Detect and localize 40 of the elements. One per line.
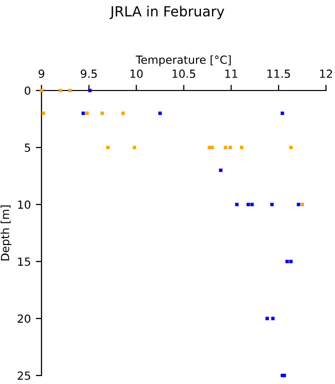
x-tick-label: 11 (225, 70, 238, 78)
point (219, 168, 222, 172)
chart-title: JRLA in February (110, 6, 224, 20)
point (289, 260, 293, 264)
x-tick-label: 10 (130, 70, 143, 78)
x-axis-title: Temperature [°C] (136, 55, 231, 66)
point (121, 112, 125, 115)
point (270, 202, 274, 206)
x-tick-label: 11.5 (267, 70, 290, 78)
x-tick-label: 10.5 (172, 70, 196, 78)
point (289, 146, 293, 150)
point (246, 202, 250, 206)
x-tick-label: 9.5 (80, 70, 97, 78)
point (271, 316, 275, 320)
point (266, 316, 269, 320)
point (100, 112, 104, 115)
x-tick-label: 12 (320, 70, 332, 78)
point (68, 88, 72, 92)
y-tick-label: 15 (18, 258, 30, 266)
y-axis-title: Depth [m] (0, 206, 12, 260)
point (240, 146, 244, 150)
y-tick-label: 0 (24, 86, 30, 95)
y-tick-label: 5 (24, 144, 30, 152)
point (300, 202, 304, 206)
y-tick-label: 20 (18, 314, 30, 323)
point (42, 112, 46, 115)
point (132, 146, 136, 150)
point (82, 112, 85, 115)
point (88, 88, 92, 92)
point (85, 112, 89, 115)
point (280, 112, 284, 115)
point (285, 260, 289, 264)
point (235, 202, 239, 206)
y-tick-label: 25 (18, 371, 30, 380)
point (210, 146, 214, 150)
point (158, 112, 162, 115)
x-tick-label: 9 (38, 70, 44, 78)
point (106, 146, 110, 150)
point (228, 146, 232, 150)
y-tick-label: 10 (18, 200, 30, 209)
